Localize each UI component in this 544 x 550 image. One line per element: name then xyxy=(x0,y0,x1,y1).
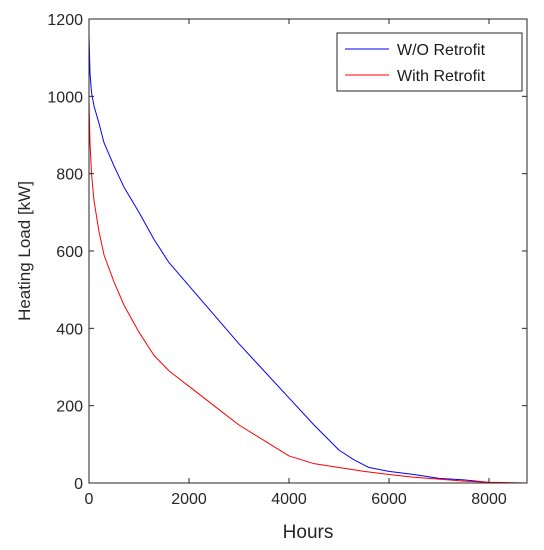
x-tick-label: 4000 xyxy=(271,491,307,508)
legend: W/O Retrofit With Retrofit xyxy=(336,32,523,92)
x-tick-label: 2000 xyxy=(171,491,207,508)
axes-layer: 0 2000 4000 6000 8000 0 200 400 600 800 1000 1200 xyxy=(47,12,528,508)
legend-label-2: With Retrofit xyxy=(397,68,486,85)
series-line-2 xyxy=(88,100,528,484)
y-tick-label: 800 xyxy=(56,167,83,184)
y-tick-label: 200 xyxy=(56,399,83,416)
y-axis-title: Heating Load [kW] xyxy=(15,181,34,321)
legend-label-1: W/O Retrofit xyxy=(397,42,486,59)
x-tick-label: 0 xyxy=(85,491,94,508)
series-line-1 xyxy=(88,34,527,484)
y-tick-label: 0 xyxy=(74,476,83,493)
y-tick-label: 1200 xyxy=(47,12,83,29)
x-axis-title: Hours xyxy=(283,522,334,543)
y-tick-label: 600 xyxy=(56,244,83,261)
y-tick-label: 1000 xyxy=(47,89,83,106)
series-layer xyxy=(88,34,528,484)
x-tick-label: 6000 xyxy=(371,491,407,508)
legend-box xyxy=(336,32,523,92)
y-tick-label: 400 xyxy=(56,321,83,338)
x-tick-label: 8000 xyxy=(471,491,507,508)
